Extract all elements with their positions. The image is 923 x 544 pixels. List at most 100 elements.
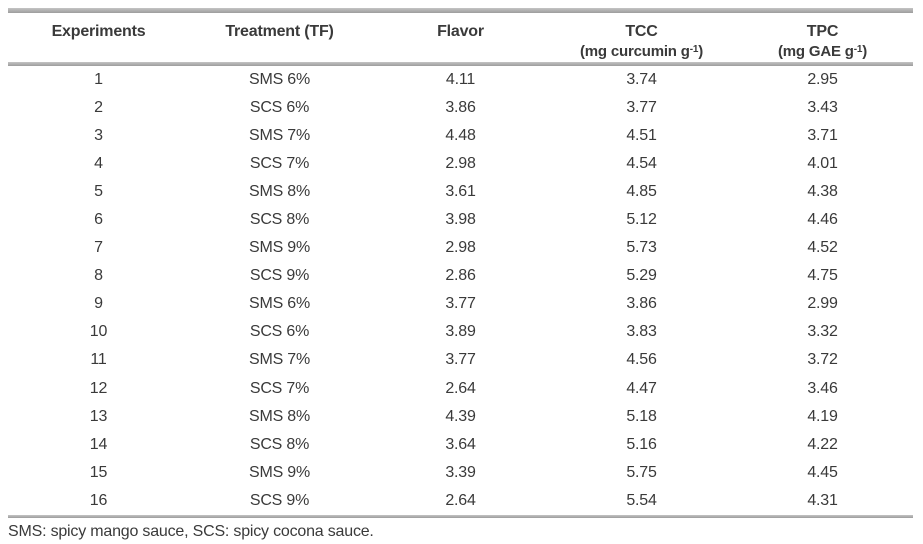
table-cell: 15 — [89, 463, 108, 481]
table-row: 15 SMS 9% 3.39 5.75 4.45 — [8, 459, 913, 487]
table-body: 1 SMS 6% 4.11 3.74 2.95 2 SCS 6% 3.86 3.77 3.43 3 S… — [8, 66, 913, 515]
table-cell: SCS 8% — [249, 211, 310, 229]
table-cell: 4.11 — [445, 71, 476, 89]
table-row: 14 SCS 8% 3.64 5.16 4.22 — [8, 431, 913, 459]
table-cell: 4.31 — [807, 491, 838, 509]
table-cell: 3.72 — [807, 351, 838, 369]
column-header-tpc: TPC (mg GAE g-1) — [732, 21, 913, 62]
table-cell: 1 — [94, 71, 103, 89]
table-cell: SMS 6% — [248, 295, 311, 313]
table-row: 5 SMS 8% 3.61 4.85 4.38 — [8, 178, 913, 206]
column-unit — [370, 42, 551, 62]
table-cell: 3.71 — [807, 127, 838, 145]
table-cell: 5.18 — [626, 407, 657, 425]
table-cell: 14 — [89, 435, 108, 453]
table-cell: SMS 9% — [248, 239, 311, 257]
column-title: TPC — [806, 23, 839, 40]
table-cell: 5.54 — [626, 491, 657, 509]
table-cell: 3.74 — [626, 71, 657, 89]
data-table: Experiments Treatment (TF) Flavor TCC (m… — [8, 8, 913, 541]
table-cell: SCS 7% — [249, 155, 310, 173]
table-cell: 3.43 — [807, 99, 838, 117]
table-cell: 3.32 — [807, 323, 838, 341]
table-cell: 6 — [94, 211, 103, 229]
table-row: 16 SCS 9% 2.64 5.54 4.31 — [8, 487, 913, 515]
table-cell: 2.99 — [807, 295, 838, 313]
table-cell: SCS 8% — [249, 435, 310, 453]
table-row: 10 SCS 6% 3.89 3.83 3.32 — [8, 318, 913, 346]
table-cell: 5.12 — [626, 211, 657, 229]
column-header-experiments: Experiments — [8, 21, 189, 62]
table-cell: 2.64 — [445, 379, 476, 397]
table-cell: SCS 6% — [249, 99, 310, 117]
table-cell: 4.46 — [807, 211, 838, 229]
table-cell: 4.75 — [807, 267, 838, 285]
table-footnote: SMS: spicy mango sauce, SCS: spicy cocon… — [8, 522, 374, 540]
table-cell: 4.54 — [626, 155, 657, 173]
table-cell: 7 — [94, 239, 103, 257]
table-cell: 4.01 — [807, 155, 838, 173]
table-cell: SMS 6% — [248, 71, 311, 89]
table-row: 13 SMS 8% 4.39 5.18 4.19 — [8, 403, 913, 431]
column-title: TCC — [625, 23, 658, 40]
column-title: Flavor — [437, 23, 484, 40]
table-cell: 3.98 — [445, 211, 476, 229]
table-row: 7 SMS 9% 2.98 5.73 4.52 — [8, 234, 913, 262]
table-row: 8 SCS 9% 2.86 5.29 4.75 — [8, 262, 913, 290]
table-cell: 3.77 — [626, 99, 657, 117]
table-cell: 4.45 — [807, 463, 838, 481]
table-cell: 3 — [94, 127, 103, 145]
column-header-treatment: Treatment (TF) — [189, 21, 370, 62]
table-cell: 5.29 — [626, 267, 657, 285]
column-unit — [8, 42, 189, 62]
table-cell: 4.48 — [445, 127, 476, 145]
table-row: 6 SCS 8% 3.98 5.12 4.46 — [8, 206, 913, 234]
column-unit: (mg curcumin g-1) — [579, 43, 703, 60]
column-unit — [189, 42, 370, 62]
table-row: 9 SMS 6% 3.77 3.86 2.99 — [8, 290, 913, 318]
table-row: 2 SCS 6% 3.86 3.77 3.43 — [8, 94, 913, 122]
table-cell: 4.39 — [445, 407, 476, 425]
table-row: 1 SMS 6% 4.11 3.74 2.95 — [8, 66, 913, 94]
table-cell: 2.95 — [807, 71, 838, 89]
table-cell: 10 — [89, 323, 108, 341]
table-cell: 5.73 — [626, 239, 657, 257]
table-cell: 3.77 — [445, 295, 476, 313]
table-cell: 9 — [94, 295, 103, 313]
table-cell: SCS 9% — [249, 491, 310, 509]
table-cell: 3.86 — [626, 295, 657, 313]
table-cell: 3.61 — [445, 183, 476, 201]
table-cell: 2 — [94, 99, 103, 117]
table-cell: 4 — [94, 155, 103, 173]
table-cell: SCS 6% — [249, 323, 310, 341]
column-header-tcc: TCC (mg curcumin g-1) — [551, 21, 732, 62]
table-cell: 3.83 — [626, 323, 657, 341]
table-cell: 2.98 — [445, 239, 476, 257]
table-cell: 5.75 — [626, 463, 657, 481]
table-cell: 8 — [94, 267, 103, 285]
table-top-rule — [8, 8, 913, 13]
table-row: 4 SCS 7% 2.98 4.54 4.01 — [8, 150, 913, 178]
table-cell: 3.86 — [445, 99, 476, 117]
table-cell: 4.51 — [626, 127, 657, 145]
table-cell: 13 — [89, 407, 108, 425]
table-cell: 3.89 — [445, 323, 476, 341]
table-cell: 3.64 — [445, 435, 476, 453]
column-unit: (mg GAE g-1) — [778, 43, 867, 60]
table-cell: 4.56 — [626, 351, 657, 369]
table-cell: SCS 9% — [249, 267, 310, 285]
table-row: 12 SCS 7% 2.64 4.47 3.46 — [8, 375, 913, 403]
table-cell: 5.16 — [626, 435, 657, 453]
table-cell: 4.85 — [626, 183, 657, 201]
table-cell: 3.46 — [807, 379, 838, 397]
table-cell: SMS 8% — [248, 183, 311, 201]
table-cell: 2.64 — [445, 491, 476, 509]
table-header-rule — [8, 62, 913, 66]
table-cell: 12 — [89, 379, 108, 397]
table-row: 11 SMS 7% 3.77 4.56 3.72 — [8, 346, 913, 374]
table-row: 3 SMS 7% 4.48 4.51 3.71 — [8, 122, 913, 150]
table-cell: 3.39 — [445, 463, 476, 481]
table-cell: 4.52 — [807, 239, 838, 257]
table-cell: SMS 9% — [248, 463, 311, 481]
table-cell: 4.22 — [807, 435, 838, 453]
